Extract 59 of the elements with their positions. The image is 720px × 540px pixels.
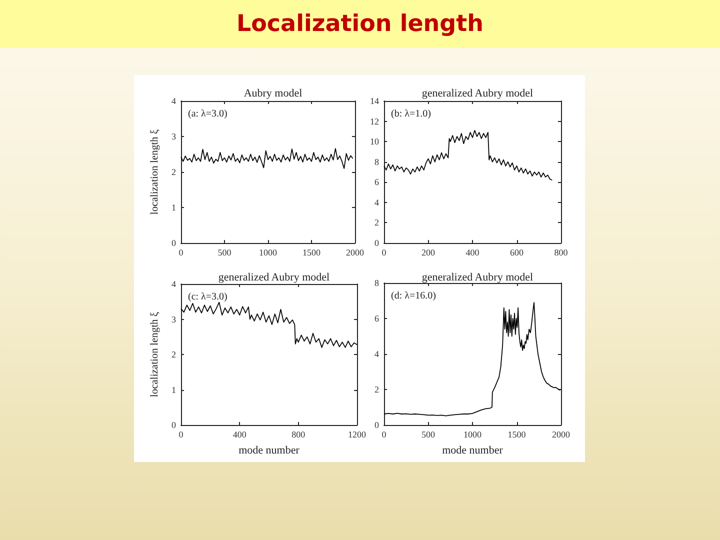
x-tick-label: 0 <box>178 248 184 258</box>
x-tick-label: 600 <box>510 248 524 258</box>
x-axis-title: mode number <box>442 444 504 456</box>
x-tick-label: 0 <box>382 248 387 258</box>
annotation: (a: λ=3.0) <box>188 108 228 120</box>
y-tick-label: 6 <box>374 177 380 188</box>
y-tick-label: 8 <box>374 156 380 167</box>
x-tick-label: 400 <box>466 248 480 258</box>
y-axis-title: localization length ξ <box>150 129 161 215</box>
annotation: (b: λ=1.0) <box>391 108 431 120</box>
y-tick-label: 3 <box>172 132 176 142</box>
x-tick-label: 400 <box>232 430 247 440</box>
x-tick-label: 1000 <box>464 430 482 440</box>
line-series <box>180 302 358 348</box>
annotation: (d: λ=16.0) <box>391 290 436 302</box>
y-tick-label: 3 <box>172 314 176 324</box>
x-tick-label: 0 <box>382 430 387 440</box>
x-tick-label: 1200 <box>348 430 366 440</box>
y-tick-label: 1 <box>172 384 176 395</box>
y-tick-label: 4 <box>374 197 380 208</box>
x-axis-title: mode number <box>238 444 300 456</box>
x-tick-label: 1000 <box>259 248 278 258</box>
chart-title: generalized Aubry model <box>218 272 330 284</box>
x-tick-label: 800 <box>554 248 568 258</box>
annotation: (c: λ=3.0) <box>188 292 228 302</box>
x-tick-label: 1500 <box>302 248 321 258</box>
y-tick-label: 0 <box>374 238 380 248</box>
y-tick-label: 4 <box>172 279 176 289</box>
y-tick-label: 4 <box>374 349 380 359</box>
text: Localization length <box>236 11 484 37</box>
chart-title: Aubry model <box>244 88 302 100</box>
y-tick-label: 4 <box>172 96 176 106</box>
y-tick-label: 0 <box>374 420 380 430</box>
x-tick-label: 0 <box>178 430 184 440</box>
y-tick-label: 2 <box>172 167 176 177</box>
y-tick-label: 14 <box>370 96 380 106</box>
line-series <box>384 130 553 181</box>
y-tick-label: 12 <box>370 116 379 126</box>
x-tick-label: 500 <box>422 430 436 440</box>
line-series <box>180 148 354 169</box>
y-axis-title: localization length ξ <box>150 312 161 398</box>
y-tick-label: 2 <box>374 384 379 394</box>
y-tick-label: 2 <box>374 218 379 228</box>
x-tick-label: 2000 <box>346 248 364 258</box>
y-tick-label: 8 <box>374 278 380 288</box>
x-tick-label: 2000 <box>552 430 570 440</box>
chart-title: generalized Aubry model <box>422 88 534 100</box>
y-tick-label: 1 <box>172 202 176 212</box>
x-tick-label: 1500 <box>508 430 526 440</box>
y-tick-label: 0 <box>172 238 176 248</box>
x-tick-label: 200 <box>422 248 436 258</box>
y-tick-label: 2 <box>172 350 176 360</box>
chart-title: generalized Aubry model <box>422 272 534 284</box>
line-series <box>384 302 561 416</box>
y-tick-label: 10 <box>370 136 380 147</box>
x-tick-label: 800 <box>292 430 306 440</box>
y-tick-label: 6 <box>374 314 380 324</box>
y-tick-label: 0 <box>172 420 176 430</box>
x-tick-label: 500 <box>218 248 232 258</box>
